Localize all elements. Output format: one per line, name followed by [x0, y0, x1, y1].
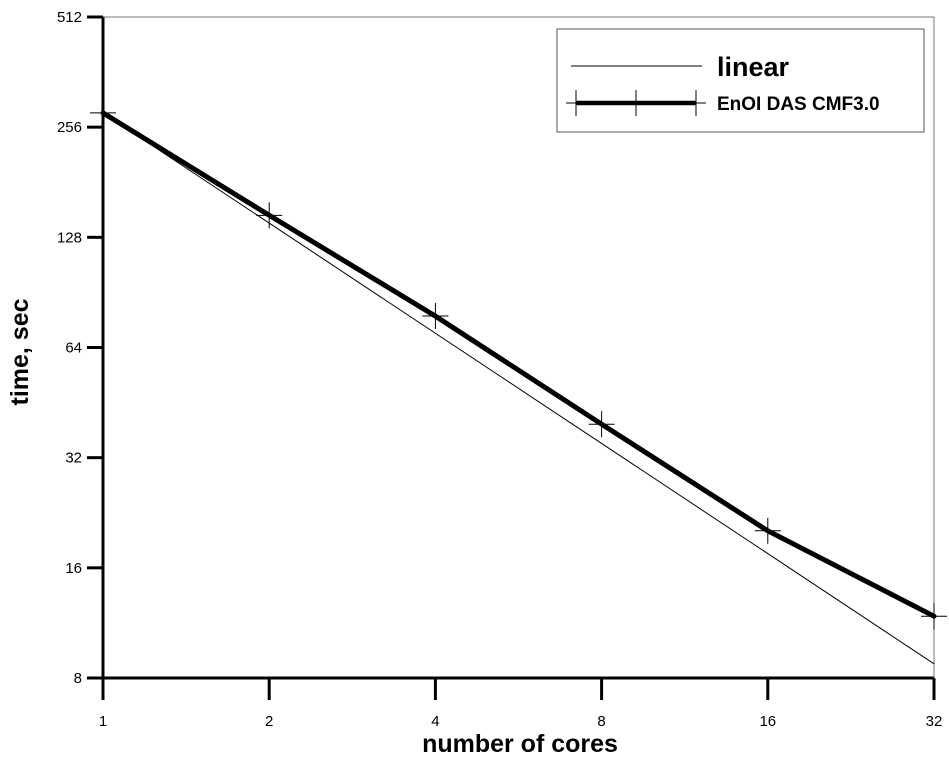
x-tick-label: 32	[926, 713, 943, 730]
data-point-marker	[754, 517, 781, 544]
data-point-marker	[256, 202, 283, 229]
y-tick-label: 256	[57, 119, 82, 136]
x-tick-label: 4	[431, 713, 439, 730]
legend-label-enoi: EnOI DAS CMF3.0	[717, 94, 880, 115]
y-tick-label: 8	[74, 670, 82, 687]
series-layer	[90, 99, 947, 665]
y-tick-label: 64	[65, 340, 82, 357]
x-tick-label: 2	[265, 713, 273, 730]
data-point-marker	[90, 99, 116, 126]
y-axis-title: time, sec	[6, 298, 34, 405]
y-axis-ticks: 8 16 32 64 128 256 512	[57, 9, 103, 687]
data-point-marker	[921, 603, 947, 630]
legend-swatch-enoi	[566, 90, 706, 116]
y-tick-label: 16	[65, 560, 82, 577]
x-tick-label: 8	[597, 713, 605, 730]
legend-box	[556, 28, 925, 133]
series-line-linear	[102, 112, 935, 665]
data-point-marker	[588, 411, 615, 438]
x-tick-label: 16	[759, 713, 776, 730]
legend: linear EnOI DAS CMF3.0	[556, 28, 925, 133]
y-tick-label: 32	[65, 450, 82, 467]
x-tick-label: 1	[99, 713, 107, 730]
series-line-enoi-das-cmf3	[100, 110, 937, 619]
legend-label-linear: linear	[717, 52, 790, 82]
data-point-marker	[422, 303, 449, 330]
x-axis-ticks: 1 2 4 8 16 32	[99, 678, 943, 730]
y-tick-label: 512	[57, 9, 82, 26]
x-axis-title: number of cores	[422, 730, 618, 758]
y-tick-label: 128	[57, 229, 82, 246]
